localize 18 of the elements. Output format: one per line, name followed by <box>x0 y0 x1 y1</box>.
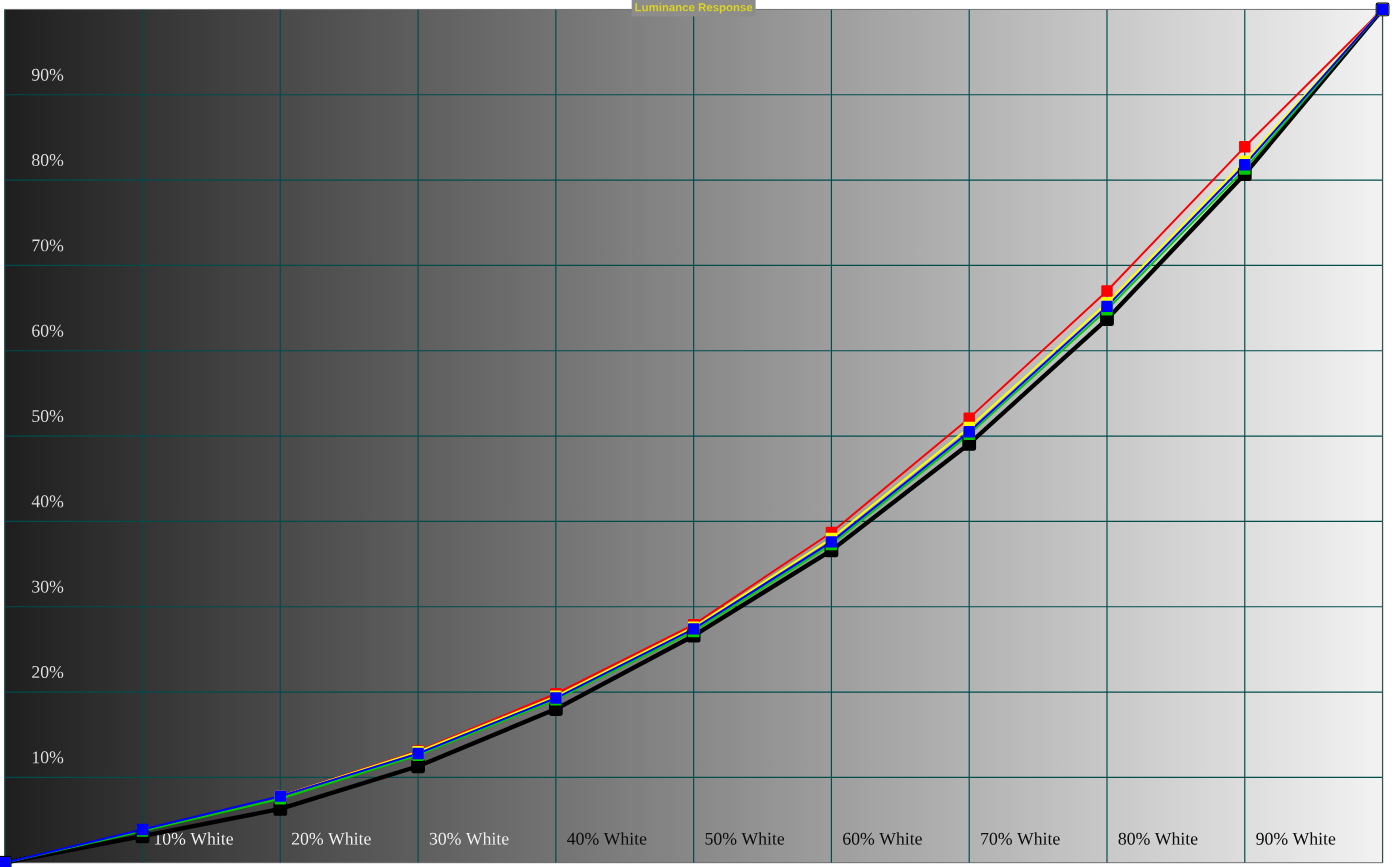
x-tick-label: 40% White <box>567 832 647 845</box>
chart-title: Luminance Response <box>635 2 753 14</box>
y-tick-label: 80% <box>32 153 64 166</box>
y-tick-label: 90% <box>31 68 64 81</box>
x-tick-label: 80% White <box>1118 832 1198 845</box>
y-tick-label: 70% <box>32 239 64 252</box>
y-tick-label: 40% <box>31 495 64 508</box>
x-tick-label: 50% White <box>705 832 785 845</box>
x-tick-label: 90% White <box>1256 832 1336 845</box>
y-tick-label: 60% <box>32 324 64 337</box>
y-tick-label: 20% <box>32 665 64 678</box>
y-tick-label: 10% <box>32 751 64 764</box>
y-tick-label: 50% <box>32 409 64 422</box>
x-tick-label: 70% White <box>981 832 1060 845</box>
x-tick-label: 60% White <box>843 832 922 845</box>
x-tick-label: 20% White <box>291 832 371 845</box>
x-tick-label: 30% White <box>429 832 509 845</box>
y-tick-label: 30% <box>32 580 64 593</box>
